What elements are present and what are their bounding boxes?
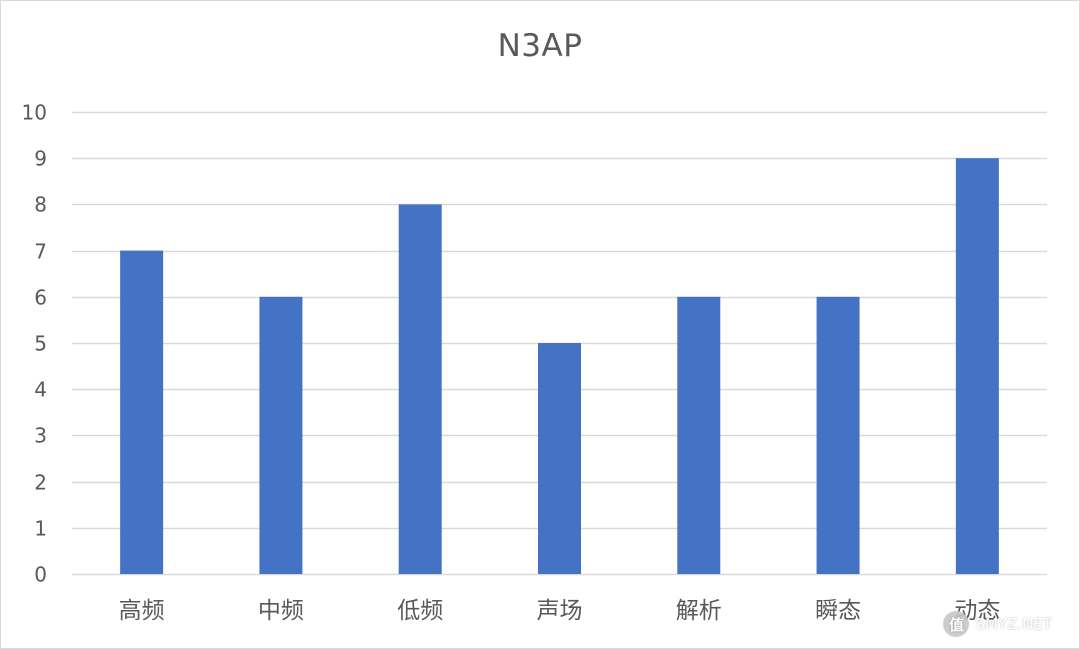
chart-title: N3AP [497, 28, 583, 64]
y-tick-label: 1 [34, 517, 47, 541]
watermark: 值 SMYZ.NET [943, 611, 1052, 637]
bar-7 [955, 158, 999, 574]
bar-4 [538, 343, 581, 574]
y-tick-label: 2 [34, 471, 47, 495]
bar-6 [816, 296, 860, 574]
smzdm-logo-icon: 值 [943, 611, 970, 637]
x-category-label: 高频 [119, 598, 165, 624]
x-category-label: 解析 [676, 598, 722, 624]
y-tick-label: 4 [34, 378, 47, 402]
bar-2 [259, 296, 303, 574]
y-tick-label: 3 [34, 424, 47, 448]
y-tick-label: 9 [34, 147, 47, 171]
y-tick-label: 10 [22, 101, 47, 125]
watermark-text: SMYZ.NET [975, 615, 1052, 633]
x-axis-categories: 高频 中频 低频 声场 解析 瞬态 动态 [119, 598, 1001, 624]
x-category-label: 中频 [258, 598, 304, 624]
x-category-label: 声场 [537, 598, 583, 624]
x-category-label: 瞬态 [815, 598, 861, 624]
x-category-label: 低频 [397, 598, 443, 624]
y-tick-label: 7 [34, 240, 47, 264]
y-tick-label: 6 [34, 286, 47, 310]
y-tick-label: 8 [34, 193, 47, 217]
bar-5 [677, 296, 721, 574]
y-axis-ticks: 0 1 2 3 4 5 6 7 8 9 10 [22, 101, 47, 587]
bar-3 [398, 204, 442, 574]
y-tick-label: 5 [34, 332, 47, 356]
bar-1 [120, 250, 164, 574]
y-tick-label: 0 [34, 563, 47, 587]
bars [120, 158, 999, 574]
